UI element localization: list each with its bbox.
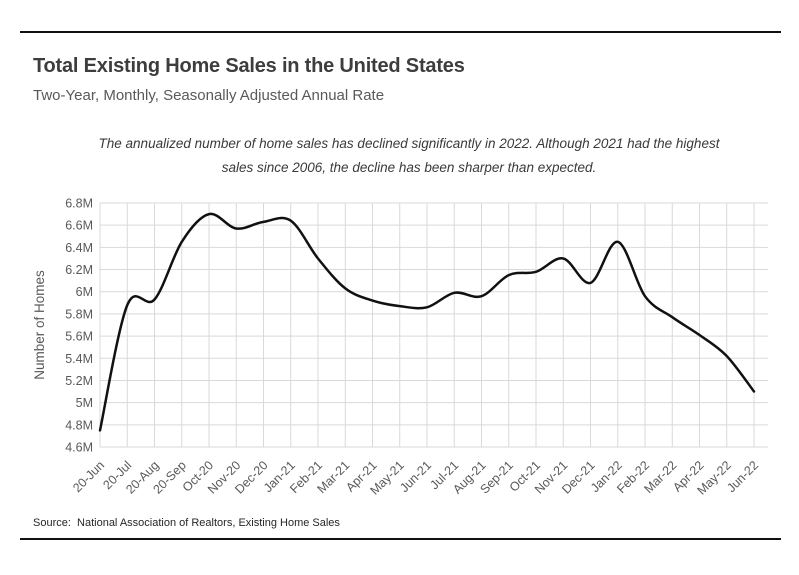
y-tick-label: 5.8M [65,307,93,321]
chart-subtitle: Two-Year, Monthly, Seasonally Adjusted A… [33,87,385,104]
y-tick-label: 6.2M [65,263,93,277]
y-tick-label: 6M [76,285,93,299]
home-sales-line [98,212,756,432]
bottom-rule [20,538,781,540]
y-tick-label: 5.2M [65,374,93,388]
y-tick-label: 5.6M [65,330,93,344]
x-tick-label: Jun-22 [724,458,761,495]
y-tick-label: 4.6M [65,441,93,455]
y-tick-label: 5.4M [65,352,93,366]
y-tick-label: 6.6M [65,219,93,233]
x-tick-label: Jun-21 [397,458,434,495]
chart-title: Total Existing Home Sales in the United … [33,55,465,77]
y-tick-label: 4.8M [65,418,93,432]
y-tick-label: 6.4M [65,241,93,255]
source-citation: Source: National Association of Realtors… [33,517,340,529]
x-tick-label: 20-Jun [70,458,107,495]
chart-annotation: The annualized number of home sales has … [98,136,720,175]
y-axis-title: Number of Homes [32,270,47,380]
y-tick-label: 5M [76,396,93,410]
y-tick-label: 6.8M [65,197,93,211]
top-rule [20,31,781,33]
